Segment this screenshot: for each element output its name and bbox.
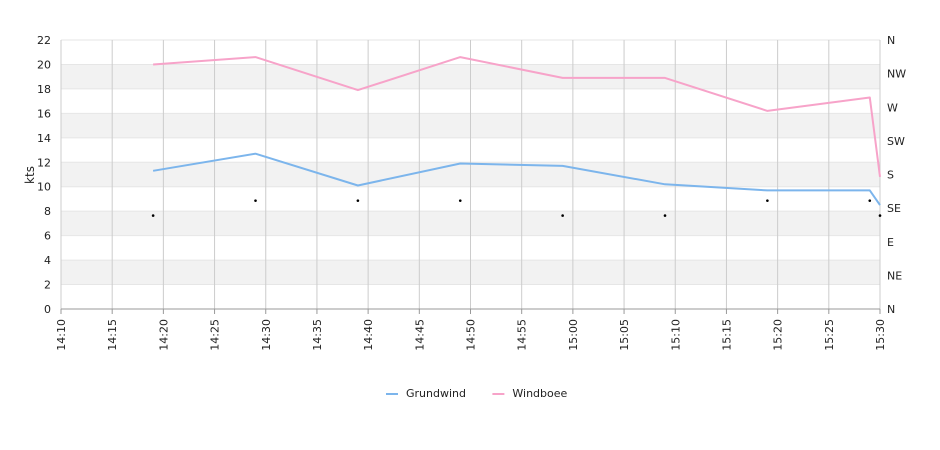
x-tick-label: 14:30 — [260, 319, 273, 351]
x-tick-label: 15:00 — [567, 319, 580, 351]
x-tick-label: 15:30 — [874, 319, 887, 351]
y-tick-label: 8 — [44, 205, 51, 218]
x-tick-label: 15:10 — [669, 319, 682, 351]
y-tick-label: 12 — [37, 156, 51, 169]
y2-tick-label: NE — [887, 269, 902, 282]
y-tick-label: 10 — [37, 181, 51, 194]
y-axis-ticks: 0 2 4 6 8 10 12 14 16 18 20 22 — [37, 34, 51, 316]
y2-tick-label: N — [887, 34, 895, 47]
y-tick-label: 4 — [44, 254, 51, 267]
x-tick-label: 14:15 — [106, 319, 119, 351]
y2-tick-label: SE — [887, 202, 901, 215]
y2-tick-label: E — [887, 236, 894, 249]
legend-label: Grundwind — [406, 387, 466, 400]
legend-label: Windboee — [512, 387, 567, 400]
direction-point — [663, 214, 667, 217]
y-tick-label: 14 — [37, 132, 51, 145]
x-tick-label: 14:20 — [157, 319, 170, 351]
y2-tick-label: NW — [887, 68, 906, 81]
y2-tick-label: S — [887, 169, 894, 182]
y-tick-label: 18 — [37, 83, 51, 96]
x-tick-label: 15:15 — [720, 319, 733, 351]
legend-item-windboee[interactable]: Windboee — [492, 387, 568, 400]
direction-point — [356, 199, 360, 202]
x-tick-label: 14:35 — [311, 319, 324, 351]
series-group — [152, 56, 881, 206]
x-tick-label: 14:45 — [413, 319, 426, 351]
legend[interactable]: Grundwind Windboee — [386, 387, 568, 400]
direction-point — [766, 199, 769, 202]
x-tick-label: 15:05 — [618, 319, 631, 351]
legend-item-grundwind[interactable]: Grundwind — [386, 387, 466, 400]
direction-point — [458, 199, 462, 202]
y-tick-label: 0 — [44, 303, 51, 316]
y-tick-label: 2 — [44, 279, 51, 292]
x-tick-label: 14:25 — [209, 319, 222, 351]
x-tick-label: 14:40 — [362, 319, 375, 351]
direction-point — [868, 199, 872, 202]
y-tick-label: 20 — [37, 58, 51, 71]
x-tick-label: 14:10 — [55, 319, 68, 351]
direction-point — [878, 214, 882, 217]
direction-point — [254, 199, 257, 202]
x-tick-label: 14:50 — [465, 319, 478, 351]
series-line-grundwind — [152, 152, 881, 206]
x-tick-label: 14:55 — [516, 319, 529, 351]
y-tick-label: 22 — [37, 34, 51, 47]
y2-axis-ticks: N NE E SE S SW W NW N — [887, 34, 906, 316]
direction-point — [561, 214, 564, 217]
x-tick-label: 15:25 — [823, 319, 836, 351]
y-axis-title: kts — [23, 166, 37, 184]
y2-tick-label: W — [887, 101, 898, 114]
grid-lines — [60, 39, 881, 314]
y-tick-label: 6 — [44, 230, 51, 243]
y-tick-label: 16 — [37, 107, 51, 120]
x-axis-ticks: 14:10 14:15 14:20 14:25 14:30 14:35 14:40 14:45… — [55, 319, 887, 351]
series-line-windboee — [153, 56, 881, 178]
direction-markers — [151, 199, 882, 217]
y2-tick-label: N — [887, 303, 895, 316]
direction-point — [151, 214, 155, 217]
y2-tick-label: SW — [887, 135, 905, 148]
x-tick-label: 15:20 — [772, 319, 785, 351]
